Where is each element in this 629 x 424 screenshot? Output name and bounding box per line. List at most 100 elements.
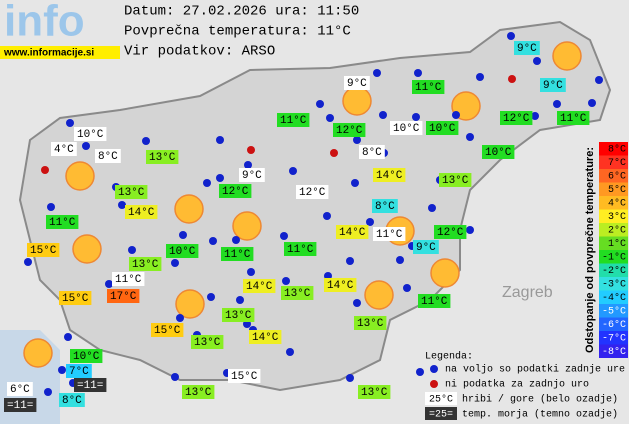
station-dot <box>323 212 331 220</box>
station-dot <box>316 100 324 108</box>
station-dot <box>280 232 288 240</box>
station-label: 6°C <box>10 384 30 396</box>
scale-title: Odstopanje od povprečne temperature: <box>584 147 596 353</box>
station-dot <box>353 136 361 144</box>
scale-label: 1°C <box>608 238 626 250</box>
station-dot <box>396 256 404 264</box>
scale-label: -4°C <box>602 292 626 304</box>
site: www.informacije.si <box>3 48 94 59</box>
station-dot <box>373 69 381 77</box>
station-label-box <box>426 121 459 135</box>
scale-label: 4°C <box>608 198 626 210</box>
station-dot <box>64 333 72 341</box>
legend-title: Legenda: <box>425 351 473 363</box>
station-label-box <box>412 80 445 94</box>
station-dot <box>24 258 32 266</box>
station-label-box <box>439 173 472 187</box>
station-dot <box>403 284 411 292</box>
station-label: 11°C <box>115 274 142 286</box>
station-label: 14°C <box>246 281 273 293</box>
station-label-box <box>112 272 145 286</box>
station-label-box <box>413 240 439 254</box>
station-label-box <box>336 225 369 239</box>
station-dot <box>326 114 334 122</box>
missing-dot <box>247 146 255 154</box>
scale-swatch <box>599 182 628 196</box>
average: Povprečna temperatura: 11°C <box>124 24 351 40</box>
station-dot <box>428 204 436 212</box>
station-dot <box>142 137 150 145</box>
station-dot <box>58 366 66 374</box>
scale-swatch <box>599 317 628 331</box>
station-label: 9°C <box>517 43 537 55</box>
station-label: 10°C <box>73 351 100 363</box>
station-label: 13°C <box>185 387 212 399</box>
station-label-box <box>129 257 162 271</box>
station-label-box <box>219 184 252 198</box>
station-dot <box>118 201 126 209</box>
station-dot <box>351 179 359 187</box>
station-label: 10°C <box>77 129 104 141</box>
scale-swatch <box>599 277 628 291</box>
station-label-box <box>372 199 398 213</box>
station-dot <box>171 373 179 381</box>
station-dot <box>171 259 179 267</box>
station-label: 11°C <box>287 244 314 256</box>
scale-label: 2°C <box>608 225 626 237</box>
station-label: 15°C <box>154 325 181 337</box>
station-label: 13°C <box>442 175 469 187</box>
station-dot <box>47 203 55 211</box>
city-label: Zagreb <box>502 284 553 301</box>
station-label: 9°C <box>543 80 563 92</box>
date: Datum: 27.02.2026 ura: 11:50 <box>124 4 359 20</box>
legend-red-dot <box>430 380 438 388</box>
station-dot <box>207 293 215 301</box>
station-label-box <box>281 286 314 300</box>
station-dot <box>232 236 240 244</box>
station-dot <box>176 314 184 322</box>
station-dot <box>244 161 252 169</box>
station-dot <box>216 174 224 182</box>
station-label: 11°C <box>421 296 448 308</box>
scale-label: 3°C <box>608 211 626 223</box>
station-label: 17°C <box>110 291 137 303</box>
station-dot <box>531 112 539 120</box>
logo: info <box>4 0 85 46</box>
station-label-box <box>359 145 385 159</box>
station-dot <box>366 218 374 226</box>
station-label: 13°C <box>361 387 388 399</box>
station-label: =11= <box>7 400 33 412</box>
legend-text: ni podatka za zadnjo uro <box>445 379 589 391</box>
station-dot <box>416 368 424 376</box>
legend-sample: =25= <box>429 410 453 421</box>
scale-swatch <box>599 304 628 318</box>
station-label-box <box>540 78 566 92</box>
station-label-box <box>284 242 317 256</box>
scale-swatch <box>599 196 628 210</box>
station-label: 13°C <box>284 288 311 300</box>
station-label: 8°C <box>98 151 118 163</box>
station-label-box <box>358 385 391 399</box>
sun <box>23 338 53 368</box>
station-label: 12°C <box>437 227 464 239</box>
missing-dot <box>330 149 338 157</box>
station-label-box <box>51 142 77 156</box>
station-dot <box>379 111 387 119</box>
station-label-box <box>418 294 451 308</box>
station-label-box <box>222 308 255 322</box>
scale-swatch <box>599 209 628 223</box>
station-label-box <box>107 289 140 303</box>
station-label: 15°C <box>231 371 258 383</box>
station-label-box <box>390 121 423 135</box>
station-label-box <box>151 323 184 337</box>
station-dot <box>66 119 74 127</box>
station-dot <box>595 76 603 84</box>
sun <box>552 41 582 71</box>
scale-label: 8°C <box>608 144 626 156</box>
station-label-box <box>243 279 276 293</box>
logo-bar <box>0 46 120 59</box>
scale-label: -8°C <box>602 346 626 358</box>
station-label-box <box>373 168 406 182</box>
sun <box>342 86 372 116</box>
station-label-box <box>66 364 92 378</box>
